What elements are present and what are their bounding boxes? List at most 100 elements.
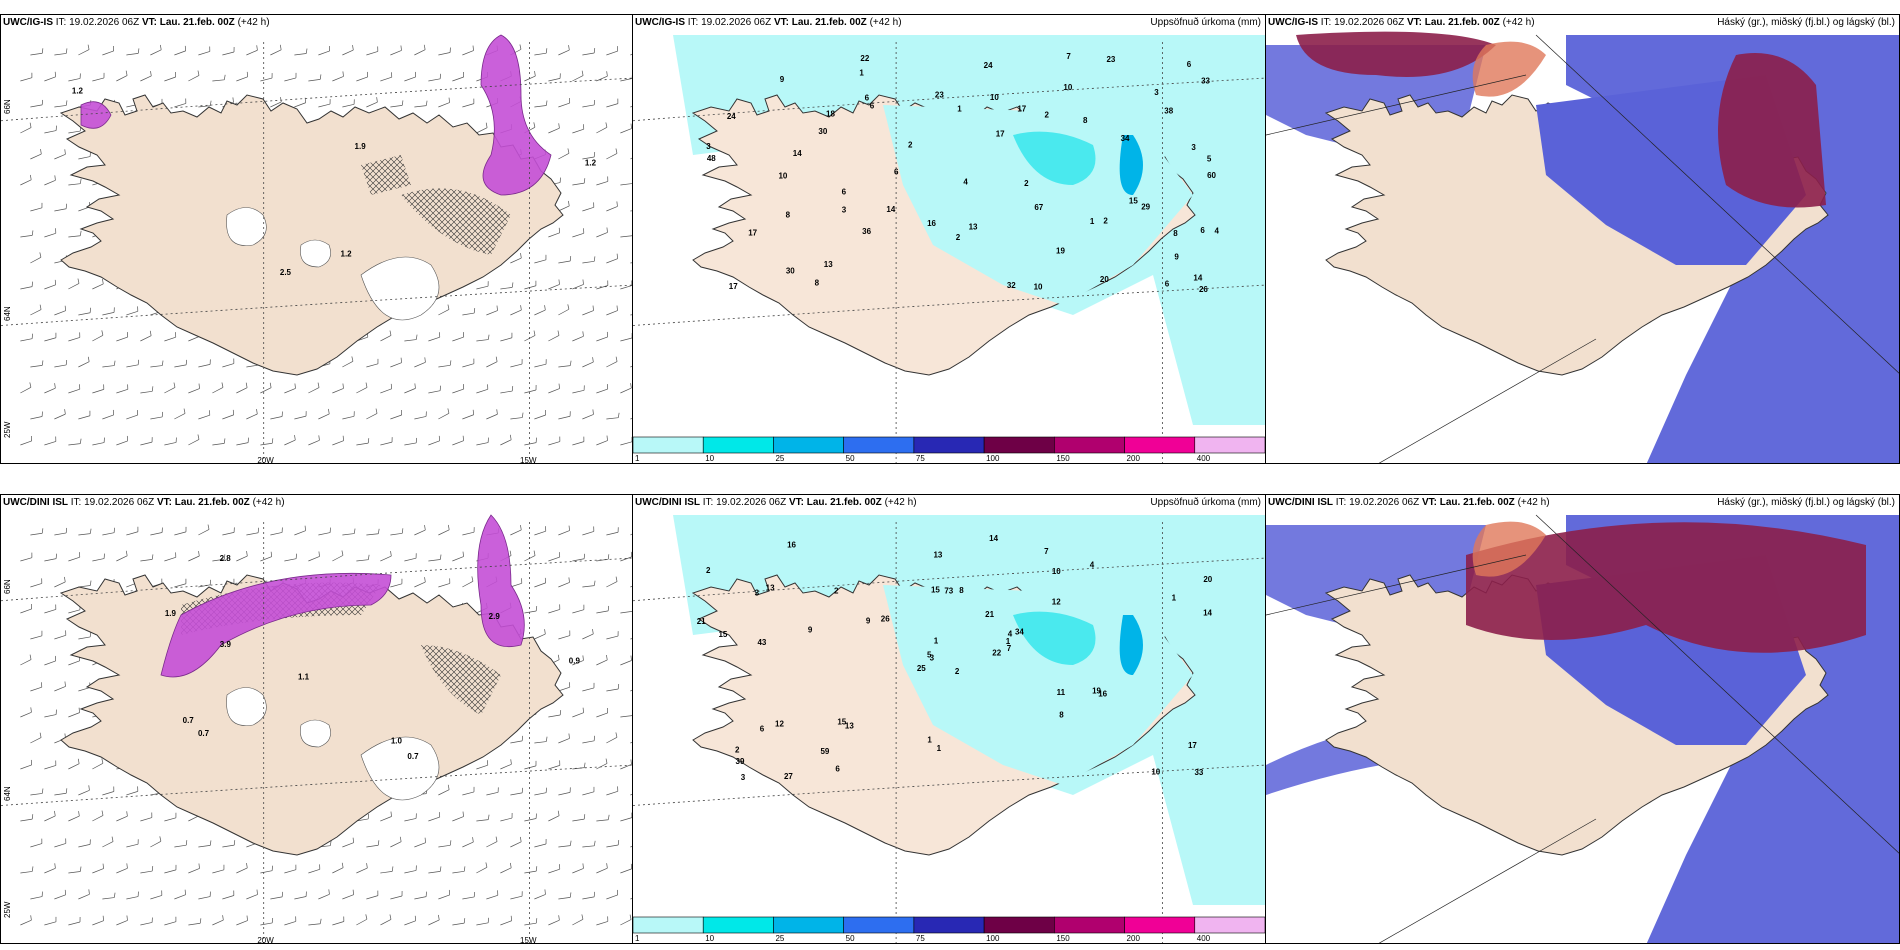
precip-value-label: 9 xyxy=(1174,253,1179,262)
precip-value-label: 3 xyxy=(930,653,935,662)
panel-wind-top: UWC/IG-IS IT: 19.02.2026 06Z VT: Lau. 21… xyxy=(0,14,633,464)
legend-tick: 10 xyxy=(705,454,714,463)
wind-value-label: 3.9 xyxy=(220,640,232,649)
axis-label: 15W xyxy=(520,456,537,464)
precip-value-label: 8 xyxy=(1083,116,1088,125)
legend-tick: 50 xyxy=(846,454,855,463)
precip-value-label: 3 xyxy=(755,588,760,597)
precip-value-label: 2 xyxy=(1044,111,1049,120)
precip-value-label: 1 xyxy=(1090,217,1095,226)
wind-value-label: 1.1 xyxy=(298,673,310,682)
precip-value-label: 1 xyxy=(957,105,962,114)
panel-header: UWC/IG-IS IT: 19.02.2026 06Z VT: Lau. 21… xyxy=(1268,17,1535,28)
precip-value-label: 17 xyxy=(748,229,757,238)
legend-tick: 25 xyxy=(775,934,784,943)
precip-value-label: 23 xyxy=(935,91,944,100)
precip-legend: 1 10 25 50 75 100 150 200 400 xyxy=(633,436,1265,463)
legend-tick: 1 xyxy=(635,454,640,463)
precip-value-label: 27 xyxy=(784,772,793,781)
precip-value-label: 2 xyxy=(706,566,711,575)
precip-value-label: 2 xyxy=(956,233,961,242)
precip-value-label: 19 xyxy=(1092,686,1101,695)
precip-value-label: 30 xyxy=(786,266,795,275)
precip-value-label: 8 xyxy=(786,210,791,219)
precip-value-label: 10 xyxy=(990,93,999,102)
precip-value-label: 1 xyxy=(934,637,939,646)
panel-title: Háský (gr.), miðský (fj.bl.) og lágský (… xyxy=(1717,497,1895,508)
precip-value-label: 33 xyxy=(1194,768,1203,777)
precip-value-label: 34 xyxy=(1121,134,1130,143)
legend-swatch xyxy=(843,916,915,934)
precip-value-label: 15 xyxy=(1129,196,1138,205)
panel-precip-top: UWC/IG-IS IT: 19.02.2026 06Z VT: Lau. 21… xyxy=(632,14,1266,464)
panel-header: UWC/DINI ISL IT: 19.02.2026 06Z VT: Lau.… xyxy=(1268,497,1550,508)
precip-value-label: 10 xyxy=(1034,283,1043,292)
axis-label: 66N xyxy=(3,579,12,594)
legend-swatch xyxy=(913,916,985,934)
legend-swatch xyxy=(702,436,774,454)
precip-value-label: 38 xyxy=(1164,107,1173,116)
precip-value-label: 6 xyxy=(1200,226,1205,235)
legend-swatch xyxy=(983,436,1055,454)
panel-title: Uppsöfnuð úrkoma (mm) xyxy=(1150,17,1261,28)
precip-value-label: 15 xyxy=(718,630,727,639)
precip-value-label: 10 xyxy=(1063,83,1072,92)
precip-value-label: 25 xyxy=(917,664,926,673)
legend-swatch xyxy=(1124,436,1196,454)
precip-value-label: 67 xyxy=(1034,203,1043,212)
precip-value-label: 32 xyxy=(1007,281,1016,290)
axis-label: 25W xyxy=(3,421,12,438)
precip-value-label: 8 xyxy=(959,586,964,595)
precip-value-label: 22 xyxy=(992,649,1001,658)
precip-map: 6325661478330293436174632223141030817231… xyxy=(633,35,1265,463)
precip-legend: 1 10 25 50 75 100 150 200 400 xyxy=(633,916,1265,943)
precip-value-label: 13 xyxy=(845,721,854,730)
precip-value-label: 48 xyxy=(707,154,716,163)
precip-value-label: 3 xyxy=(842,206,847,215)
legend-swatch xyxy=(633,916,704,934)
precip-value-label: 9 xyxy=(866,616,871,625)
precip-value-label: 4 xyxy=(963,178,968,187)
legend-swatch xyxy=(1124,916,1196,934)
precip-value-label: 5 xyxy=(1207,154,1212,163)
axis-label: 25W xyxy=(3,901,12,918)
legend-tick: 10 xyxy=(705,934,714,943)
precip-value-label: 24 xyxy=(984,61,993,70)
precip-value-label: 14 xyxy=(1203,608,1212,617)
precip-value-label: 29 xyxy=(1141,202,1150,211)
precip-value-label: 23 xyxy=(1106,55,1115,64)
wind-value-label: 0.7 xyxy=(183,716,195,725)
legend-tick: 1 xyxy=(635,934,640,943)
precip-value-label: 2 xyxy=(735,746,740,755)
precip-value-label: 14 xyxy=(1193,274,1202,283)
precip-value-label: 59 xyxy=(820,747,829,756)
precip-map: 2332413781022163343202512271521122639597… xyxy=(633,515,1265,943)
legend-swatch xyxy=(773,436,844,454)
precip-value-label: 13 xyxy=(824,260,833,269)
precip-value-label: 8 xyxy=(815,279,820,288)
precip-value-label: 6 xyxy=(1187,60,1192,69)
panel-header: UWC/DINI ISL IT: 19.02.2026 06Z VT: Lau.… xyxy=(635,497,917,508)
panel-wind-bottom: UWC/DINI ISL IT: 19.02.2026 06Z VT: Lau.… xyxy=(0,494,633,944)
precip-value-label: 10 xyxy=(1052,567,1061,576)
precip-value-label: 13 xyxy=(969,222,978,231)
panel-cloud-top: UWC/IG-IS IT: 19.02.2026 06Z VT: Lau. 21… xyxy=(1265,14,1900,464)
precip-value-label: 26 xyxy=(881,615,890,624)
precip-value-label: 20 xyxy=(1203,575,1212,584)
precip-value-label: 3 xyxy=(706,142,711,151)
precip-value-label: 8 xyxy=(1059,710,1064,719)
precip-value-label: 6 xyxy=(760,724,765,733)
precip-value-label: 13 xyxy=(933,550,942,559)
precip-value-label: 24 xyxy=(727,112,736,121)
wind-value-label: 1.2 xyxy=(72,86,84,95)
precip-value-label: 34 xyxy=(1015,627,1024,636)
precip-value-label: 6 xyxy=(842,188,847,197)
precip-value-label: 9 xyxy=(808,625,813,634)
panel-cloud-bottom: UWC/DINI ISL IT: 19.02.2026 06Z VT: Lau.… xyxy=(1265,494,1900,944)
precip-value-label: 21 xyxy=(985,610,994,619)
axis-label: 15W xyxy=(520,936,537,944)
wind-value-label: 1.0 xyxy=(391,737,403,746)
precip-value-label: 30 xyxy=(818,127,827,136)
precip-value-label: 16 xyxy=(1098,690,1107,699)
precip-value-label: 7 xyxy=(1007,644,1012,653)
